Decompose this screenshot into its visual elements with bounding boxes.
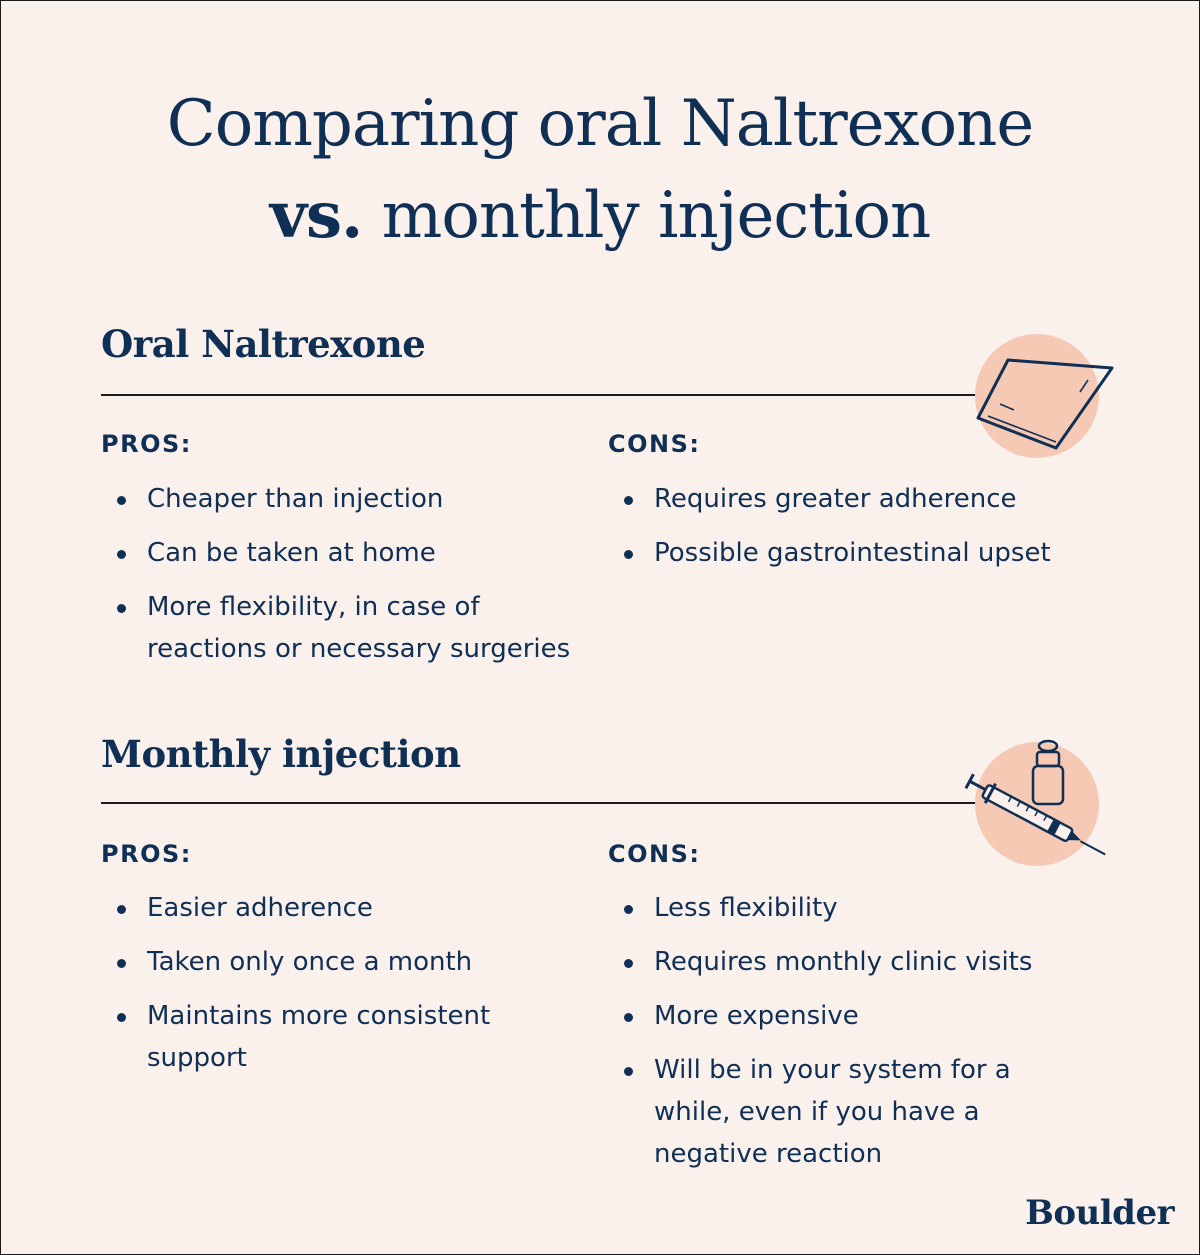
title-line-1: Comparing oral Naltrexone [166, 87, 1035, 161]
title-line-2: monthly injection [362, 179, 932, 253]
list-item: More flexibility, in case of reactions o… [117, 586, 587, 670]
injection-pros-list: Easier adherence Taken only once a month… [117, 887, 537, 1091]
list-item: Less flexibility [624, 887, 1044, 929]
injection-pros-label: PROS: [101, 840, 192, 868]
list-item: More expensive [624, 995, 1044, 1037]
section-heading-oral: Oral Naltrexone [101, 322, 426, 366]
page-title: Comparing oral Naltrexone vs. monthly in… [0, 78, 1200, 262]
oral-pros-list: Cheaper than injection Can be taken at h… [117, 478, 587, 682]
oral-cons-label: CONS: [608, 430, 701, 458]
list-item: Requires monthly clinic visits [624, 941, 1044, 983]
section-heading-injection: Monthly injection [101, 732, 461, 776]
injection-cons-list: Less flexibility Requires monthly clinic… [624, 887, 1044, 1187]
list-item: Will be in your system for a while, even… [624, 1049, 1014, 1175]
title-vs: vs. [269, 178, 363, 253]
injection-cons-label: CONS: [608, 840, 701, 868]
oral-cons-list: Requires greater adherence Possible gast… [624, 478, 1094, 586]
list-item: Maintains more consistent support [117, 995, 537, 1079]
list-item: Taken only once a month [117, 941, 537, 983]
list-item: Easier adherence [117, 887, 537, 929]
oral-pros-label: PROS: [101, 430, 192, 458]
pill-packet-icon [975, 334, 1114, 458]
list-item: Cheaper than injection [117, 478, 587, 520]
section-divider-oral [101, 394, 976, 396]
list-item: Possible gastrointestinal upset [624, 532, 1094, 574]
brand-logo: Boulder [1025, 1193, 1174, 1233]
section-divider-injection [101, 802, 976, 804]
list-item: Requires greater adherence [624, 478, 1094, 520]
list-item: Can be taken at home [117, 532, 587, 574]
syringe-vial-icon [964, 739, 1106, 866]
